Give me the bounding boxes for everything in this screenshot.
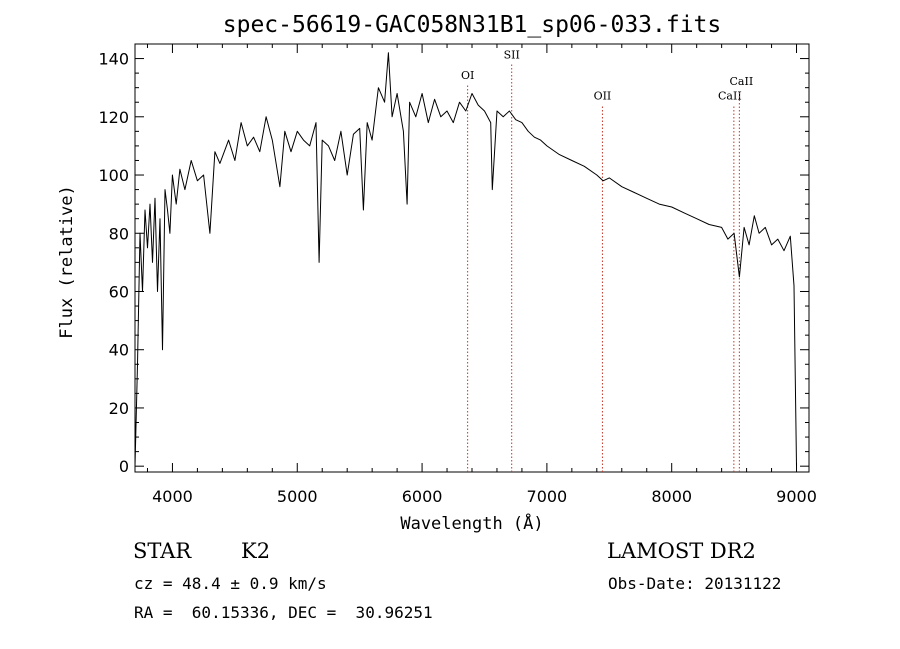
x-tick-label: 6000 xyxy=(402,487,443,506)
x-tick-label: 7000 xyxy=(527,487,568,506)
x-tick-label: 5000 xyxy=(277,487,318,506)
y-tick-label: 140 xyxy=(98,50,129,69)
survey-name: LAMOST DR2 xyxy=(607,539,756,563)
y-tick-label: 20 xyxy=(109,399,129,418)
y-tick-label: 80 xyxy=(109,224,129,243)
x-tick-label: 4000 xyxy=(152,487,193,506)
line-marker-label: CaII xyxy=(718,89,742,102)
redshift-cz: cz = 48.4 ± 0.9 km/s xyxy=(134,574,327,593)
y-axis: 0 20 40 60 80 100 120 140 xyxy=(98,50,809,476)
observation-date: Obs-Date: 20131122 xyxy=(608,574,782,593)
y-tick-label: 120 xyxy=(98,108,129,127)
x-tick-label: 9000 xyxy=(776,487,817,506)
x-axis: 4000 5000 6000 7000 8000 9000 xyxy=(146,44,817,506)
line-marker-label: CaII xyxy=(730,75,754,88)
y-tick-label: 40 xyxy=(109,341,129,360)
line-marker-label: SII xyxy=(504,49,520,62)
y-axis-label: Flux (relative) xyxy=(57,185,77,339)
line-marker-label: OII xyxy=(594,89,612,102)
ra-dec-coordinates: RA = 60.15336, DEC = 30.96251 xyxy=(134,603,433,622)
x-axis-label: Wavelength (Å) xyxy=(400,512,543,534)
chart-title: spec-56619-GAC058N31B1_sp06-033.fits xyxy=(223,12,722,38)
y-tick-label: 100 xyxy=(98,166,129,185)
plot-frame xyxy=(134,43,810,473)
y-tick-label: 0 xyxy=(119,457,129,476)
x-tick-label: 8000 xyxy=(651,487,692,506)
object-subclass: K2 xyxy=(241,539,271,563)
y-tick-label: 60 xyxy=(109,282,129,301)
object-class: STAR xyxy=(133,539,192,563)
line-marker-label: OI xyxy=(461,69,474,82)
spectrum-series-line xyxy=(134,52,797,467)
